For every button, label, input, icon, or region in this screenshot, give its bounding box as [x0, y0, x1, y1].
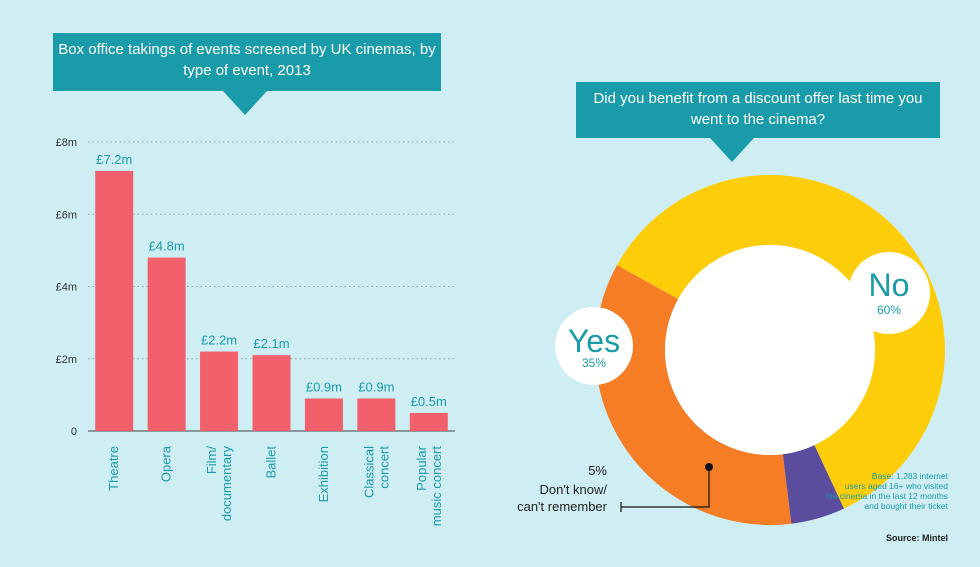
bar: [200, 351, 239, 431]
bar-value-label: £7.2m: [96, 152, 132, 167]
category-label: Opera: [159, 445, 174, 482]
no-bubble: [848, 252, 930, 334]
dont-know-label-line2: can't remember: [517, 499, 608, 514]
dont-know-percent: 5%: [588, 463, 607, 478]
bar-value-label: £0.5m: [411, 394, 447, 409]
base-note-line: the cinema in the last 12 months: [826, 491, 948, 501]
category-label: Exhibition: [316, 446, 331, 502]
category-label: Theatre: [106, 446, 121, 491]
base-note-line: users aged 16+ who visited: [845, 481, 949, 491]
y-tick-label: £4m: [56, 282, 77, 294]
bar: [409, 412, 448, 431]
bar-value-label: £2.1m: [253, 336, 289, 351]
bar: [357, 398, 396, 431]
yes-label: Yes: [568, 323, 620, 359]
bar-value-label: £0.9m: [306, 379, 342, 394]
no-percent: 60%: [877, 303, 901, 317]
yes-bubble: [555, 307, 633, 385]
category-label: Classicalconcert: [361, 446, 391, 498]
y-tick-label: 0: [71, 426, 77, 438]
pie-chart-title: Did you benefit from a discount offer la…: [576, 82, 940, 138]
y-tick-label: £6m: [56, 209, 77, 221]
pie-slice: [616, 175, 945, 509]
y-tick-label: £2m: [56, 354, 77, 366]
yes-percent: 35%: [582, 356, 606, 370]
pie-title-pointer: [710, 138, 754, 162]
bar-value-label: £2.2m: [201, 333, 237, 348]
category-label: Ballet: [264, 446, 279, 479]
bar: [95, 170, 134, 431]
bar: [252, 355, 291, 431]
base-note-line: Base: 1,283 internet: [872, 471, 949, 481]
base-note-line: and bought their ticket: [864, 501, 948, 511]
source-label: Source: Mintel: [886, 533, 948, 543]
pie-slice: [594, 265, 792, 525]
donut-hole: [665, 245, 875, 455]
leader-line: [621, 467, 710, 508]
bar: [147, 257, 186, 431]
dont-know-label-line1: Don't know/: [539, 482, 607, 497]
bar: [304, 398, 343, 431]
bar-chart-title: Box office takings of events screened by…: [53, 33, 441, 91]
y-tick-label: £8m: [56, 137, 77, 149]
bar-value-label: £4.8m: [149, 239, 185, 254]
bar-title-pointer: [223, 91, 267, 115]
category-label: Film/documentary: [204, 446, 234, 522]
no-label: No: [869, 267, 910, 303]
category-label: Popularmusic concert: [414, 445, 444, 526]
pie-slice: [782, 445, 844, 524]
bar-value-label: £0.9m: [358, 379, 394, 394]
